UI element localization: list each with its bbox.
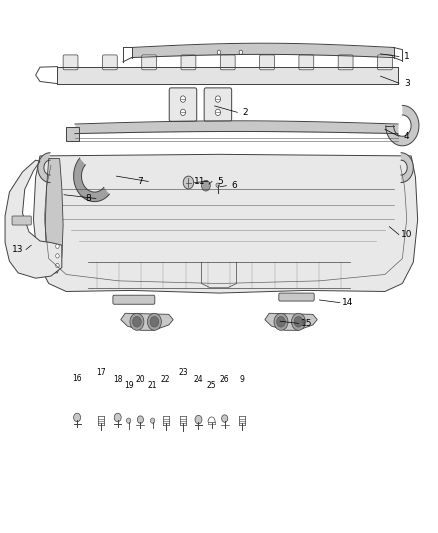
- FancyBboxPatch shape: [279, 293, 314, 301]
- Circle shape: [148, 313, 161, 330]
- Text: 6: 6: [231, 181, 237, 190]
- Circle shape: [201, 180, 210, 191]
- Circle shape: [239, 50, 243, 54]
- FancyBboxPatch shape: [299, 55, 314, 70]
- Polygon shape: [401, 153, 413, 182]
- Text: 13: 13: [12, 245, 24, 254]
- Circle shape: [56, 244, 59, 248]
- Circle shape: [222, 415, 228, 422]
- Text: 23: 23: [178, 368, 188, 377]
- Text: 24: 24: [194, 375, 203, 384]
- Circle shape: [56, 254, 59, 258]
- FancyBboxPatch shape: [181, 55, 196, 70]
- Circle shape: [133, 317, 141, 327]
- Circle shape: [216, 183, 219, 187]
- Circle shape: [180, 96, 186, 102]
- Polygon shape: [33, 155, 418, 293]
- Text: 1: 1: [404, 52, 410, 61]
- Text: 22: 22: [161, 375, 170, 384]
- FancyBboxPatch shape: [220, 55, 235, 70]
- Text: 19: 19: [124, 381, 134, 390]
- FancyBboxPatch shape: [260, 55, 275, 70]
- Circle shape: [150, 317, 159, 327]
- Circle shape: [215, 96, 220, 102]
- Text: 14: 14: [342, 298, 353, 307]
- Polygon shape: [386, 106, 419, 146]
- Text: 18: 18: [113, 375, 123, 384]
- Text: 15: 15: [300, 319, 312, 328]
- FancyBboxPatch shape: [169, 88, 197, 122]
- Text: 25: 25: [207, 381, 216, 390]
- Circle shape: [215, 109, 220, 116]
- FancyBboxPatch shape: [63, 55, 78, 70]
- Circle shape: [114, 413, 121, 422]
- Circle shape: [130, 313, 144, 330]
- FancyBboxPatch shape: [142, 55, 156, 70]
- Text: 17: 17: [96, 368, 106, 377]
- FancyBboxPatch shape: [378, 55, 392, 70]
- FancyBboxPatch shape: [113, 295, 155, 304]
- Text: 2: 2: [242, 108, 248, 117]
- FancyBboxPatch shape: [12, 216, 31, 225]
- Polygon shape: [121, 313, 173, 330]
- Circle shape: [217, 50, 221, 54]
- Text: 11: 11: [194, 177, 205, 186]
- Text: 5: 5: [217, 177, 223, 186]
- Text: 10: 10: [401, 230, 413, 239]
- Text: 20: 20: [136, 375, 145, 384]
- Polygon shape: [265, 313, 317, 330]
- Circle shape: [274, 313, 288, 330]
- Circle shape: [183, 176, 194, 189]
- Polygon shape: [38, 153, 50, 182]
- Circle shape: [150, 418, 155, 423]
- Circle shape: [294, 317, 303, 327]
- Polygon shape: [45, 159, 63, 273]
- Circle shape: [277, 317, 286, 327]
- Text: 16: 16: [72, 375, 82, 383]
- Polygon shape: [74, 158, 110, 201]
- FancyBboxPatch shape: [204, 88, 232, 122]
- Circle shape: [56, 263, 59, 268]
- Text: 4: 4: [404, 132, 410, 141]
- Text: 3: 3: [404, 78, 410, 87]
- FancyBboxPatch shape: [102, 55, 117, 70]
- FancyBboxPatch shape: [338, 55, 353, 70]
- FancyBboxPatch shape: [66, 127, 79, 141]
- Circle shape: [195, 415, 202, 424]
- Circle shape: [291, 313, 305, 330]
- Text: 21: 21: [148, 381, 157, 390]
- Text: 7: 7: [138, 177, 143, 186]
- Text: 26: 26: [220, 375, 230, 384]
- Polygon shape: [5, 160, 62, 278]
- Text: 9: 9: [240, 375, 244, 384]
- Text: 8: 8: [85, 194, 91, 203]
- Circle shape: [74, 413, 81, 422]
- Circle shape: [180, 109, 186, 116]
- Circle shape: [138, 416, 144, 423]
- Circle shape: [127, 418, 131, 423]
